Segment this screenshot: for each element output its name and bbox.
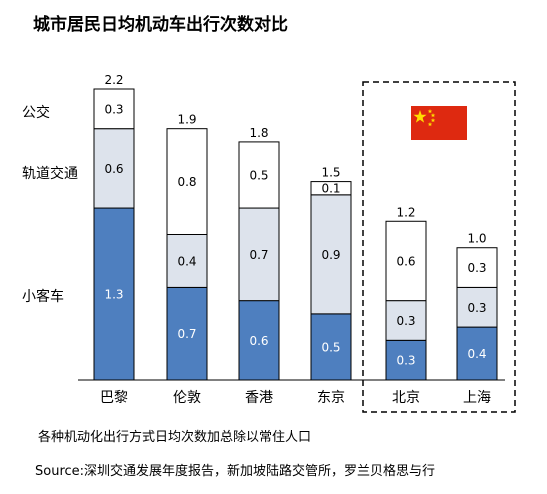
bar-segment-rail-5 — [385, 300, 427, 341]
x-axis-labels: 巴黎 伦敦 香港 东京 北京 上海 — [100, 390, 491, 406]
bar-segment-bus-4 — [310, 181, 352, 196]
x-tick-label-3: 香港 — [245, 390, 273, 406]
legend: 公交 轨道交通 小客车 — [22, 104, 78, 305]
data-label-bus-1: 0.3 — [104, 102, 123, 116]
bar-segment-bus-6 — [456, 247, 498, 288]
bar-segment-car-6 — [456, 326, 498, 381]
data-label-rail-5: 0.3 — [396, 314, 415, 328]
bar-segment-car-1 — [93, 207, 135, 381]
bar-segment-rail-3 — [238, 207, 280, 302]
total-label-1: 2.2 — [104, 73, 123, 87]
data-label-car-5: 0.3 — [396, 354, 415, 368]
bar-segment-bus-2 — [166, 128, 208, 236]
bar-segment-rail-4 — [310, 194, 352, 315]
bar-segment-rail-6 — [456, 286, 498, 328]
data-label-bus-2: 0.8 — [177, 175, 196, 189]
footnote: 各种机动化出行方式日均次数加总除以常住人口 — [38, 429, 311, 445]
bar-segment-car-4 — [310, 313, 352, 381]
bar-segment-bus-3 — [238, 141, 280, 209]
x-tick-label-5: 北京 — [392, 390, 420, 406]
legend-label-car: 小客车 — [22, 288, 64, 305]
legend-label-rail: 轨道交通 — [22, 165, 78, 182]
total-label-6: 1.0 — [467, 232, 486, 246]
bar-segment-rail-2 — [166, 234, 208, 288]
data-label-car-6: 0.4 — [467, 347, 486, 361]
bar-segment-car-5 — [385, 339, 427, 381]
total-label-3: 1.8 — [249, 126, 268, 140]
data-label-rail-2: 0.4 — [177, 254, 196, 268]
bar-segment-rail-1 — [93, 128, 135, 209]
bar-segment-car-3 — [238, 300, 280, 381]
chart-title: 城市居民日均机动车出行次数对比 — [33, 14, 288, 35]
data-label-car-2: 0.7 — [177, 327, 196, 341]
bar-segment-bus-5 — [385, 220, 427, 302]
source-text: Source:深圳交通发展年度报告，新加坡陆路交管所，罗兰贝格思与行 — [35, 463, 435, 479]
data-label-bus-4: 0.1 — [321, 182, 340, 196]
x-tick-label-2: 伦敦 — [173, 390, 201, 406]
total-label-2: 1.9 — [177, 113, 196, 127]
x-tick-label-1: 巴黎 — [100, 390, 128, 406]
x-tick-label-4: 东京 — [317, 390, 345, 406]
legend-label-bus: 公交 — [22, 104, 50, 121]
data-label-car-4: 0.5 — [321, 340, 340, 354]
bar-segment-car-2 — [166, 286, 208, 381]
highlight-box — [362, 81, 516, 413]
x-tick-label-6: 上海 — [463, 390, 491, 406]
data-label-rail-4: 0.9 — [321, 248, 340, 262]
data-label-rail-6: 0.3 — [467, 301, 486, 315]
total-label-5: 1.2 — [396, 205, 415, 219]
bar-segment-bus-1 — [93, 88, 135, 130]
data-label-rail-1: 0.6 — [104, 162, 123, 176]
data-label-bus-3: 0.5 — [249, 168, 268, 182]
data-label-car-3: 0.6 — [249, 334, 268, 348]
data-label-car-1: 1.3 — [104, 288, 123, 302]
china-flag-icon — [411, 106, 467, 140]
total-label-4: 1.5 — [321, 166, 340, 180]
data-label-rail-3: 0.7 — [249, 248, 268, 262]
data-label-bus-5: 0.6 — [396, 254, 415, 268]
bars: 1.3 0.6 0.3 2.2 0.7 0.4 0.8 1.9 0.6 0.7 0.5 1.8 0.5 0… — [93, 73, 498, 381]
data-label-bus-6: 0.3 — [467, 261, 486, 275]
